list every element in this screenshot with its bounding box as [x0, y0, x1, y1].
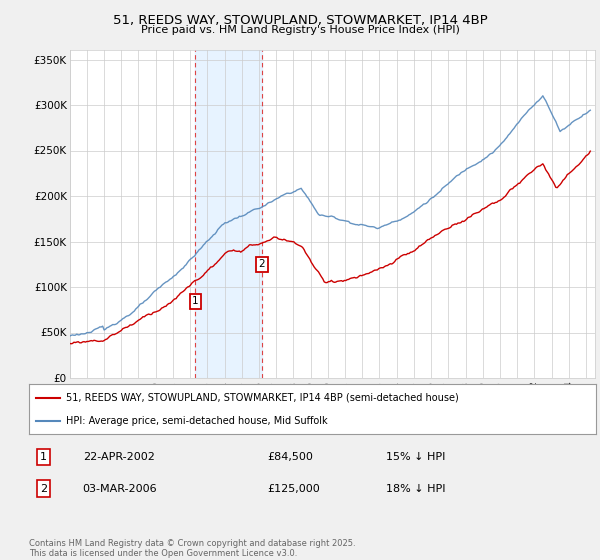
- Text: £125,000: £125,000: [267, 484, 320, 493]
- Text: Contains HM Land Registry data © Crown copyright and database right 2025.
This d: Contains HM Land Registry data © Crown c…: [29, 539, 355, 558]
- Text: £84,500: £84,500: [267, 452, 313, 462]
- Text: 51, REEDS WAY, STOWUPLAND, STOWMARKET, IP14 4BP: 51, REEDS WAY, STOWUPLAND, STOWMARKET, I…: [113, 14, 487, 27]
- Text: Price paid vs. HM Land Registry's House Price Index (HPI): Price paid vs. HM Land Registry's House …: [140, 25, 460, 35]
- Text: HPI: Average price, semi-detached house, Mid Suffolk: HPI: Average price, semi-detached house,…: [65, 417, 327, 426]
- Text: 15% ↓ HPI: 15% ↓ HPI: [386, 452, 445, 462]
- Bar: [196, 50, 262, 378]
- Text: 03-MAR-2006: 03-MAR-2006: [83, 484, 157, 493]
- Text: 1: 1: [192, 296, 199, 306]
- Text: 1: 1: [40, 452, 47, 462]
- Text: 2: 2: [40, 484, 47, 493]
- Text: 51, REEDS WAY, STOWUPLAND, STOWMARKET, IP14 4BP (semi-detached house): 51, REEDS WAY, STOWUPLAND, STOWMARKET, I…: [65, 393, 458, 403]
- Text: 18% ↓ HPI: 18% ↓ HPI: [386, 484, 446, 493]
- Text: 2: 2: [259, 259, 265, 269]
- Text: 22-APR-2002: 22-APR-2002: [83, 452, 155, 462]
